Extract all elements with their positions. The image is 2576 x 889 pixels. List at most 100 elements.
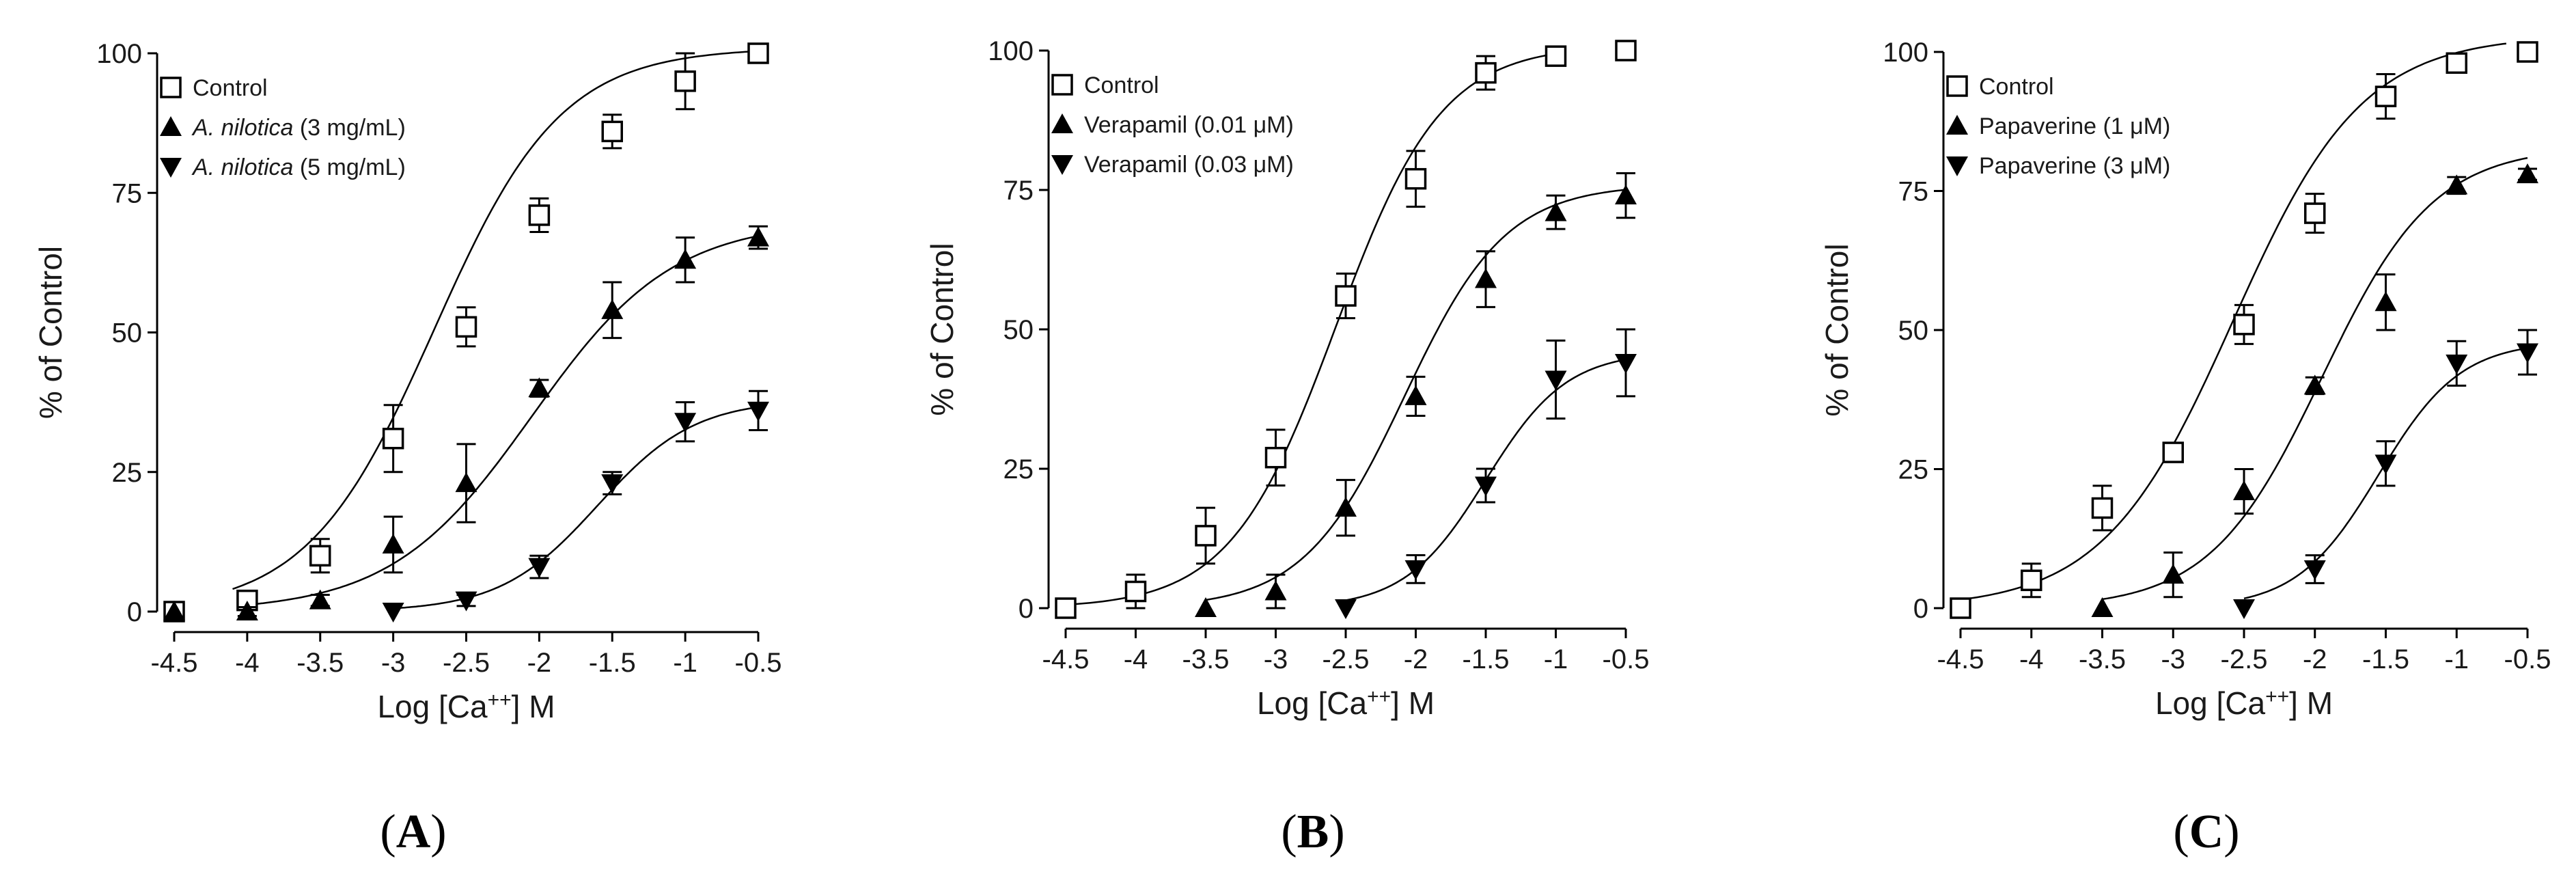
x-tick-label: -1.5 bbox=[2362, 644, 2409, 674]
x-tick-label: -3 bbox=[1264, 644, 1288, 674]
panel-label-a: (A) bbox=[380, 806, 446, 858]
data-point bbox=[2304, 202, 2326, 224]
data-point bbox=[382, 533, 404, 553]
data-point bbox=[1615, 40, 1637, 61]
data-point bbox=[2374, 291, 2397, 312]
data-point bbox=[2303, 374, 2326, 395]
panel-label-b: (B) bbox=[1281, 806, 1344, 858]
data-point bbox=[747, 226, 769, 247]
data-point bbox=[601, 474, 624, 495]
legend-marker bbox=[1051, 113, 1073, 133]
data-point bbox=[309, 545, 331, 567]
y-tick-label: 100 bbox=[96, 39, 142, 69]
data-point bbox=[1475, 268, 1497, 288]
data-point bbox=[528, 377, 551, 398]
legend-label: Papaverine (3 μM) bbox=[1979, 153, 2170, 179]
data-point bbox=[2374, 85, 2397, 107]
fit-curve bbox=[247, 234, 759, 606]
y-tick-label: 50 bbox=[1003, 315, 1034, 345]
y-axis-title: % of Control bbox=[924, 243, 960, 415]
y-tick-label: 0 bbox=[1913, 594, 1928, 624]
x-tick-label: -4 bbox=[235, 648, 260, 678]
legend-marker bbox=[160, 116, 182, 136]
data-point bbox=[1335, 599, 1357, 619]
data-point bbox=[1055, 597, 1077, 619]
data-point bbox=[528, 558, 551, 578]
data-point bbox=[601, 299, 624, 319]
data-point bbox=[1335, 285, 1357, 307]
data-point bbox=[1264, 446, 1287, 469]
data-point bbox=[455, 472, 477, 493]
data-point bbox=[1404, 385, 1427, 405]
data-point bbox=[1195, 597, 1217, 617]
y-tick-label: 25 bbox=[1898, 455, 1929, 485]
x-tick-label: -2.5 bbox=[1322, 644, 1370, 674]
legend-label: Control bbox=[1084, 72, 1159, 98]
x-tick-label: -1 bbox=[1544, 644, 1568, 674]
data-point bbox=[674, 413, 697, 433]
x-tick-label: -4 bbox=[2019, 644, 2044, 674]
x-tick-label: -4 bbox=[1124, 644, 1148, 674]
data-point bbox=[674, 70, 696, 92]
data-point bbox=[2162, 441, 2184, 463]
data-point bbox=[455, 591, 477, 612]
legend-label: A. nilotica (3 mg/mL) bbox=[191, 115, 406, 141]
x-tick-label: -4.5 bbox=[1042, 644, 1090, 674]
data-point bbox=[2517, 163, 2538, 184]
x-tick-label: -2.5 bbox=[2221, 644, 2268, 674]
data-point bbox=[2446, 174, 2468, 195]
data-point bbox=[528, 204, 551, 226]
y-tick-label: 25 bbox=[112, 458, 143, 488]
x-tick-label: -3.5 bbox=[2079, 644, 2126, 674]
data-point bbox=[674, 249, 697, 269]
data-point bbox=[2233, 599, 2255, 619]
legend-label: Verapamil (0.01 μM) bbox=[1084, 112, 1294, 138]
legend-label: A. nilotica (5 mg/mL) bbox=[191, 154, 406, 180]
data-point bbox=[455, 316, 477, 338]
x-tick-label: -1 bbox=[2444, 644, 2469, 674]
data-point bbox=[236, 601, 258, 620]
x-tick-label: -2.5 bbox=[443, 648, 490, 678]
x-tick-label: -3.5 bbox=[296, 648, 344, 678]
y-tick-label: 75 bbox=[1003, 176, 1034, 206]
legend-label: Papaverine (1 μM) bbox=[1979, 113, 2170, 139]
data-point bbox=[2021, 569, 2042, 592]
data-point bbox=[1950, 597, 1971, 619]
y-tick-label: 100 bbox=[1883, 38, 1928, 68]
legend-label: Control bbox=[1979, 74, 2054, 100]
y-tick-label: 100 bbox=[988, 36, 1034, 66]
fit-curve bbox=[1065, 53, 1556, 606]
x-axis-title: Log [Ca++] M bbox=[1257, 685, 1435, 721]
x-tick-label: -3 bbox=[2161, 644, 2185, 674]
x-tick-label: -1 bbox=[673, 648, 697, 678]
x-tick-label: -2 bbox=[1404, 644, 1428, 674]
y-tick-label: 50 bbox=[112, 318, 143, 348]
y-tick-label: 50 bbox=[1898, 316, 1929, 346]
data-point bbox=[1335, 497, 1357, 517]
data-point bbox=[163, 601, 185, 620]
x-tick-label: -0.5 bbox=[735, 648, 782, 678]
y-tick-label: 25 bbox=[1003, 454, 1034, 484]
fit-curve bbox=[232, 50, 759, 590]
data-point bbox=[1264, 580, 1287, 601]
legend-marker bbox=[160, 158, 182, 178]
legend-marker bbox=[1946, 156, 1968, 176]
data-point bbox=[747, 401, 769, 422]
y-tick-label: 0 bbox=[1019, 594, 1034, 624]
x-tick-label: -1.5 bbox=[589, 648, 636, 678]
x-tick-label: -1.5 bbox=[1463, 644, 1510, 674]
y-axis-title: % of Control bbox=[33, 246, 68, 419]
panel-label-c: (C) bbox=[2173, 806, 2239, 858]
data-point bbox=[1404, 167, 1427, 190]
x-tick-label: -4.5 bbox=[1937, 644, 1984, 674]
data-point bbox=[2517, 343, 2538, 364]
data-point bbox=[1404, 560, 1427, 580]
legend-marker bbox=[160, 77, 182, 98]
legend-marker bbox=[1946, 115, 1968, 135]
chart-panel-c: 0 25 50 75 100 -4.5 -4 -3.5 -3 -2.5 -2 -1.5 -1 -0.5 Lo… bbox=[1819, 38, 2551, 721]
x-axis-title: Log [Ca++] M bbox=[377, 689, 555, 724]
data-point bbox=[747, 42, 769, 64]
x-tick-label: -0.5 bbox=[2504, 644, 2551, 674]
chart-panel-a: 0 25 50 75 100 -4.5 -4 -3.5 -3 -2.5 -2 -1.5 -1 -0.5 Lo… bbox=[33, 39, 781, 724]
